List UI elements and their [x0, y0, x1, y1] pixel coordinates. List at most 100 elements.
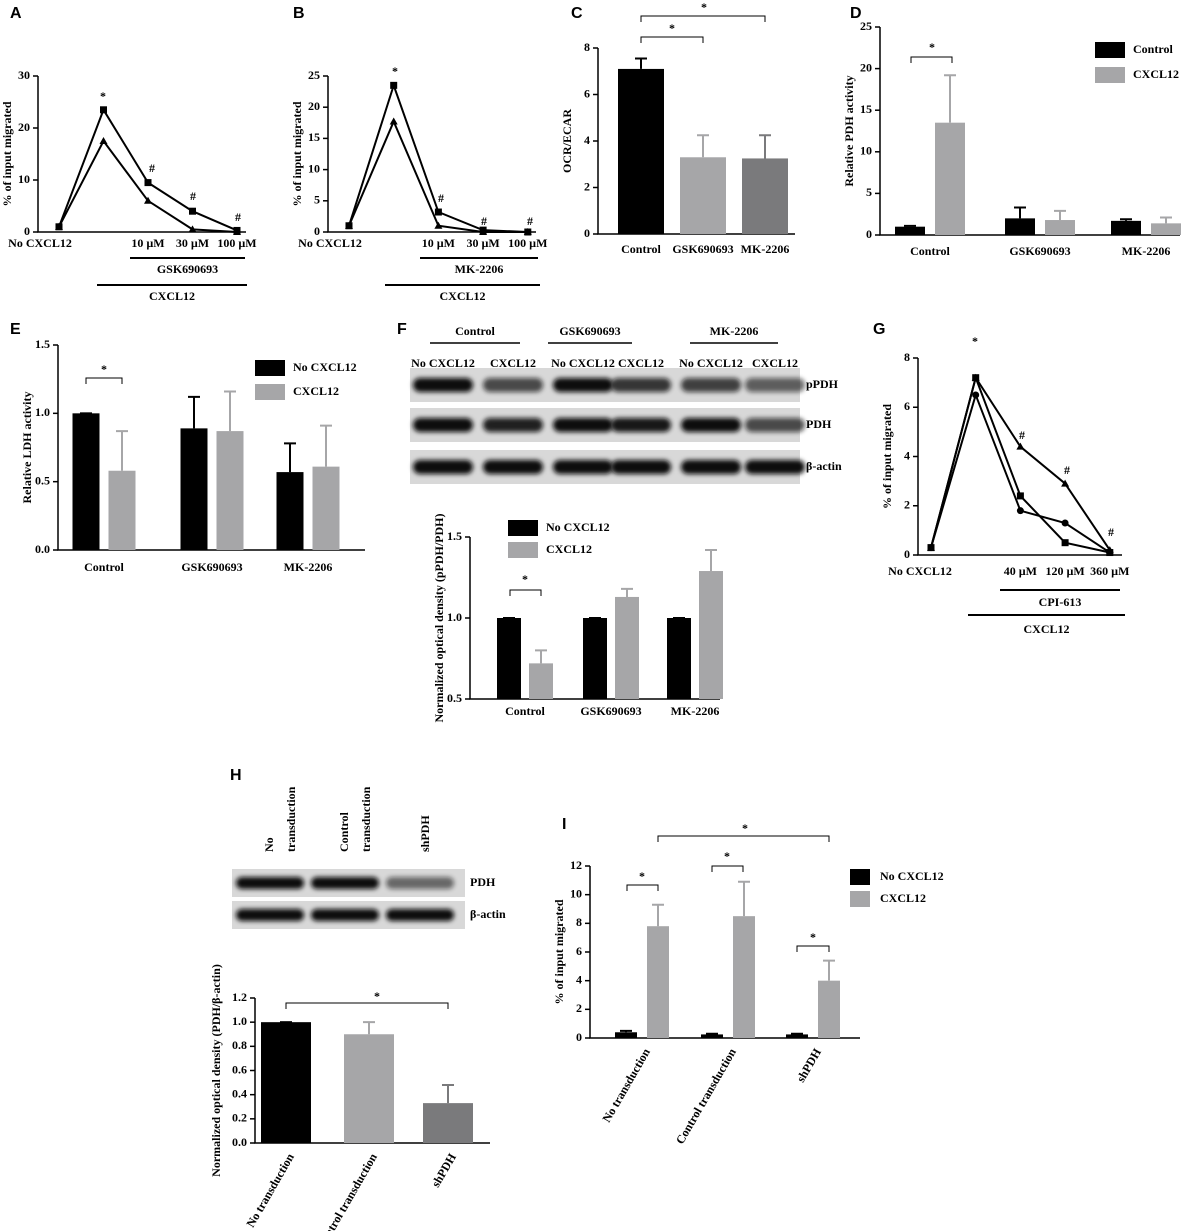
bar	[261, 1022, 311, 1143]
point	[144, 179, 152, 187]
bar	[615, 1032, 637, 1038]
annotation: *	[669, 21, 675, 35]
blot-band	[745, 378, 805, 392]
x-tick-label: 120 µM	[1045, 564, 1084, 578]
y-tick-label: 0.8	[232, 1038, 247, 1052]
panel-letter: E	[10, 321, 21, 338]
error-bar	[738, 880, 750, 917]
x-tick-label: 360 µM	[1090, 564, 1129, 578]
annotation: *	[810, 930, 816, 944]
y-tick-label: 25	[308, 68, 320, 82]
blot-lane-label: CXCL12	[490, 356, 536, 370]
point	[188, 225, 197, 233]
significance-bracket	[640, 36, 704, 43]
blot-band	[236, 877, 304, 889]
error-bar	[442, 1084, 454, 1104]
bar	[344, 1034, 394, 1143]
blot-band	[611, 378, 671, 392]
error-bar	[635, 57, 647, 69]
legend-swatch	[850, 869, 870, 885]
blot-band	[553, 378, 613, 392]
bar	[615, 596, 639, 699]
bar	[72, 413, 100, 550]
error-bar	[116, 430, 128, 471]
blot-row-label: β-actin	[470, 907, 506, 921]
error-bar	[1054, 209, 1066, 221]
panel-letter: A	[10, 5, 22, 22]
bar	[818, 980, 840, 1038]
x-tick-label: Control	[84, 560, 124, 574]
x-tick-label: 100 µM	[508, 236, 547, 250]
point	[345, 221, 353, 229]
y-tick-label: 0	[866, 227, 872, 241]
blot-lane-label: No CXCL12	[411, 356, 475, 370]
blot-group-label: Control	[455, 324, 495, 338]
significance-bracket	[626, 884, 659, 891]
y-tick-label: 6	[576, 944, 582, 958]
significance-bracket	[711, 865, 744, 872]
blot-band	[386, 877, 454, 889]
y-tick-label: 10	[570, 886, 582, 900]
y-tick-label: 25	[860, 19, 872, 33]
annotation: *	[929, 40, 935, 54]
point	[927, 544, 935, 552]
annotation: #	[481, 214, 487, 228]
point	[434, 221, 443, 229]
y-tick-label: 0.4	[232, 1086, 247, 1100]
bar	[529, 663, 553, 699]
bar	[497, 618, 521, 699]
x-tick-label: 30 µM	[176, 236, 209, 250]
legend-swatch	[1095, 42, 1125, 58]
x-tick-label: 30 µM	[466, 236, 499, 250]
annotation: #	[149, 161, 155, 175]
x-tick-label: No CXCL12	[888, 564, 952, 578]
blot-lane-label: No CXCL12	[679, 356, 743, 370]
y-tick-label: 20	[308, 99, 320, 113]
y-tick-label: 10	[308, 161, 320, 175]
point	[479, 228, 488, 235]
annotation: #	[527, 214, 533, 228]
x-tick-label: MK-2206	[1122, 244, 1171, 258]
panel-letter: B	[293, 5, 305, 22]
y-tick-label: 0.2	[232, 1111, 247, 1125]
error-bar	[759, 134, 771, 159]
blot-lane-label: transduction	[359, 786, 373, 852]
x-tick-label: Control	[621, 242, 661, 256]
y-tick-label: 15	[308, 130, 320, 144]
y-tick-label: 0	[24, 224, 30, 238]
blot-band	[386, 909, 454, 921]
point	[390, 81, 398, 89]
y-tick-label: 0.5	[35, 473, 50, 487]
blot-lane-label: CXCL12	[752, 356, 798, 370]
x-tick-label: shPDH	[794, 1045, 825, 1084]
blot-band	[611, 418, 671, 432]
legend-label: CXCL12	[1133, 67, 1179, 81]
y-tick-label: 1.0	[447, 610, 462, 624]
blot-band	[483, 378, 543, 392]
blot-band	[745, 418, 805, 432]
y-tick-label: 2	[904, 498, 910, 512]
error-bar	[697, 134, 709, 158]
panel-letter: D	[850, 5, 862, 22]
blot-group-label: MK-2206	[710, 324, 759, 338]
blot-band	[483, 460, 543, 474]
point	[434, 208, 442, 216]
y-tick-label: 0.0	[232, 1135, 247, 1149]
bar	[312, 466, 340, 550]
error-bar	[652, 903, 664, 927]
x-tick-label: No transduction	[243, 1151, 297, 1230]
x-tick-label: Control	[910, 244, 950, 258]
y-axis-label: Relative LDH activity	[20, 392, 34, 504]
group-label: CXCL12	[149, 289, 195, 303]
blot-group-label: GSK690693	[559, 324, 620, 338]
point	[99, 137, 108, 144]
y-tick-label: 1.5	[35, 337, 50, 351]
y-tick-label: 0.0	[35, 542, 50, 556]
bar	[108, 470, 136, 550]
y-tick-label: 4	[904, 448, 910, 462]
bar	[1151, 223, 1181, 235]
error-bar	[706, 1032, 718, 1035]
y-tick-label: 0	[576, 1030, 582, 1044]
bar	[699, 571, 723, 699]
blot-band	[311, 909, 379, 921]
